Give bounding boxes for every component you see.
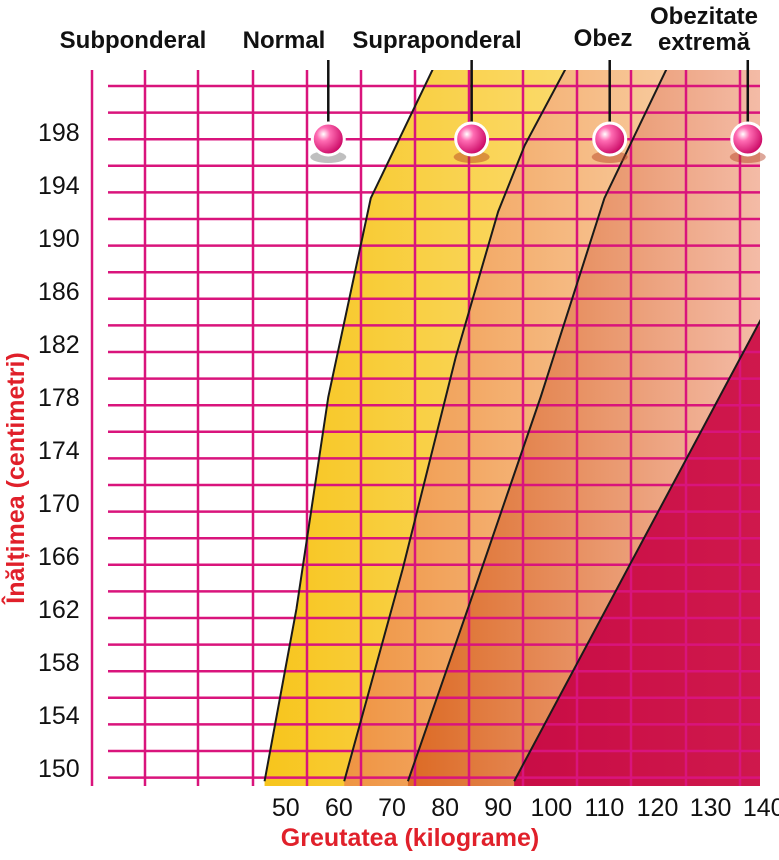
boundary-line <box>513 318 760 782</box>
y-tick-label: 158 <box>38 649 80 677</box>
category-label: Normal <box>243 27 326 54</box>
y-tick-label: 182 <box>38 331 80 359</box>
y-tick-label: 162 <box>38 596 80 624</box>
y-tick-labels: 150 154 158 162 166 170 174 178 182 186 190 194 198 <box>38 119 80 783</box>
y-tick-label: 186 <box>38 278 80 306</box>
marker-supraponderal <box>591 60 628 163</box>
y-tick-label: 178 <box>38 384 80 412</box>
category-label: Supraponderal <box>352 27 521 54</box>
x-tick-label: 70 <box>378 794 406 822</box>
x-tick-label: 140 <box>743 794 779 822</box>
y-tick-label: 194 <box>38 172 80 200</box>
x-tick-label: 90 <box>484 794 512 822</box>
x-tick-label: 130 <box>690 794 732 822</box>
grid-lines <box>90 70 760 786</box>
y-tick-label: 166 <box>38 543 80 571</box>
marker-ball <box>592 121 628 157</box>
x-tick-label: 100 <box>530 794 572 822</box>
marker-ball <box>454 121 490 157</box>
y-tick-label: 154 <box>38 702 80 730</box>
y-tick-label: 150 <box>38 755 80 783</box>
y-axis-title: Înălțimea (centimetri) <box>0 352 30 605</box>
marker-ball <box>310 121 346 157</box>
boundary-line <box>406 70 668 782</box>
marker-ball <box>730 121 766 157</box>
category-labels: Subponderal Normal Supraponderal Obez Obezit… <box>60 3 758 56</box>
boundary-lines <box>263 70 760 782</box>
y-tick-label: 198 <box>38 119 80 147</box>
x-tick-label: 110 <box>584 794 624 822</box>
category-markers <box>310 60 766 163</box>
marker-obez <box>729 60 766 163</box>
y-tick-label: 170 <box>38 490 80 518</box>
category-label: Subponderal <box>60 27 207 54</box>
x-tick-label: 60 <box>325 794 353 822</box>
y-tick-label: 174 <box>38 437 80 465</box>
category-bands <box>90 70 760 786</box>
x-axis-title: Greutatea (kilograme) <box>281 824 539 852</box>
category-label: extremă <box>658 29 751 56</box>
category-label: Obez <box>574 25 633 52</box>
boundary-line <box>263 70 434 782</box>
boundary-line <box>343 70 567 782</box>
marker-normal <box>453 60 490 163</box>
x-tick-label: 120 <box>637 794 679 822</box>
category-label: Obezitate <box>650 3 758 30</box>
x-tick-labels: 5060708090100110120130140150160 <box>272 794 779 822</box>
marker-subponderal <box>310 60 347 163</box>
x-tick-label: 80 <box>431 794 459 822</box>
x-tick-label: 50 <box>272 794 300 822</box>
y-tick-label: 190 <box>38 225 80 253</box>
